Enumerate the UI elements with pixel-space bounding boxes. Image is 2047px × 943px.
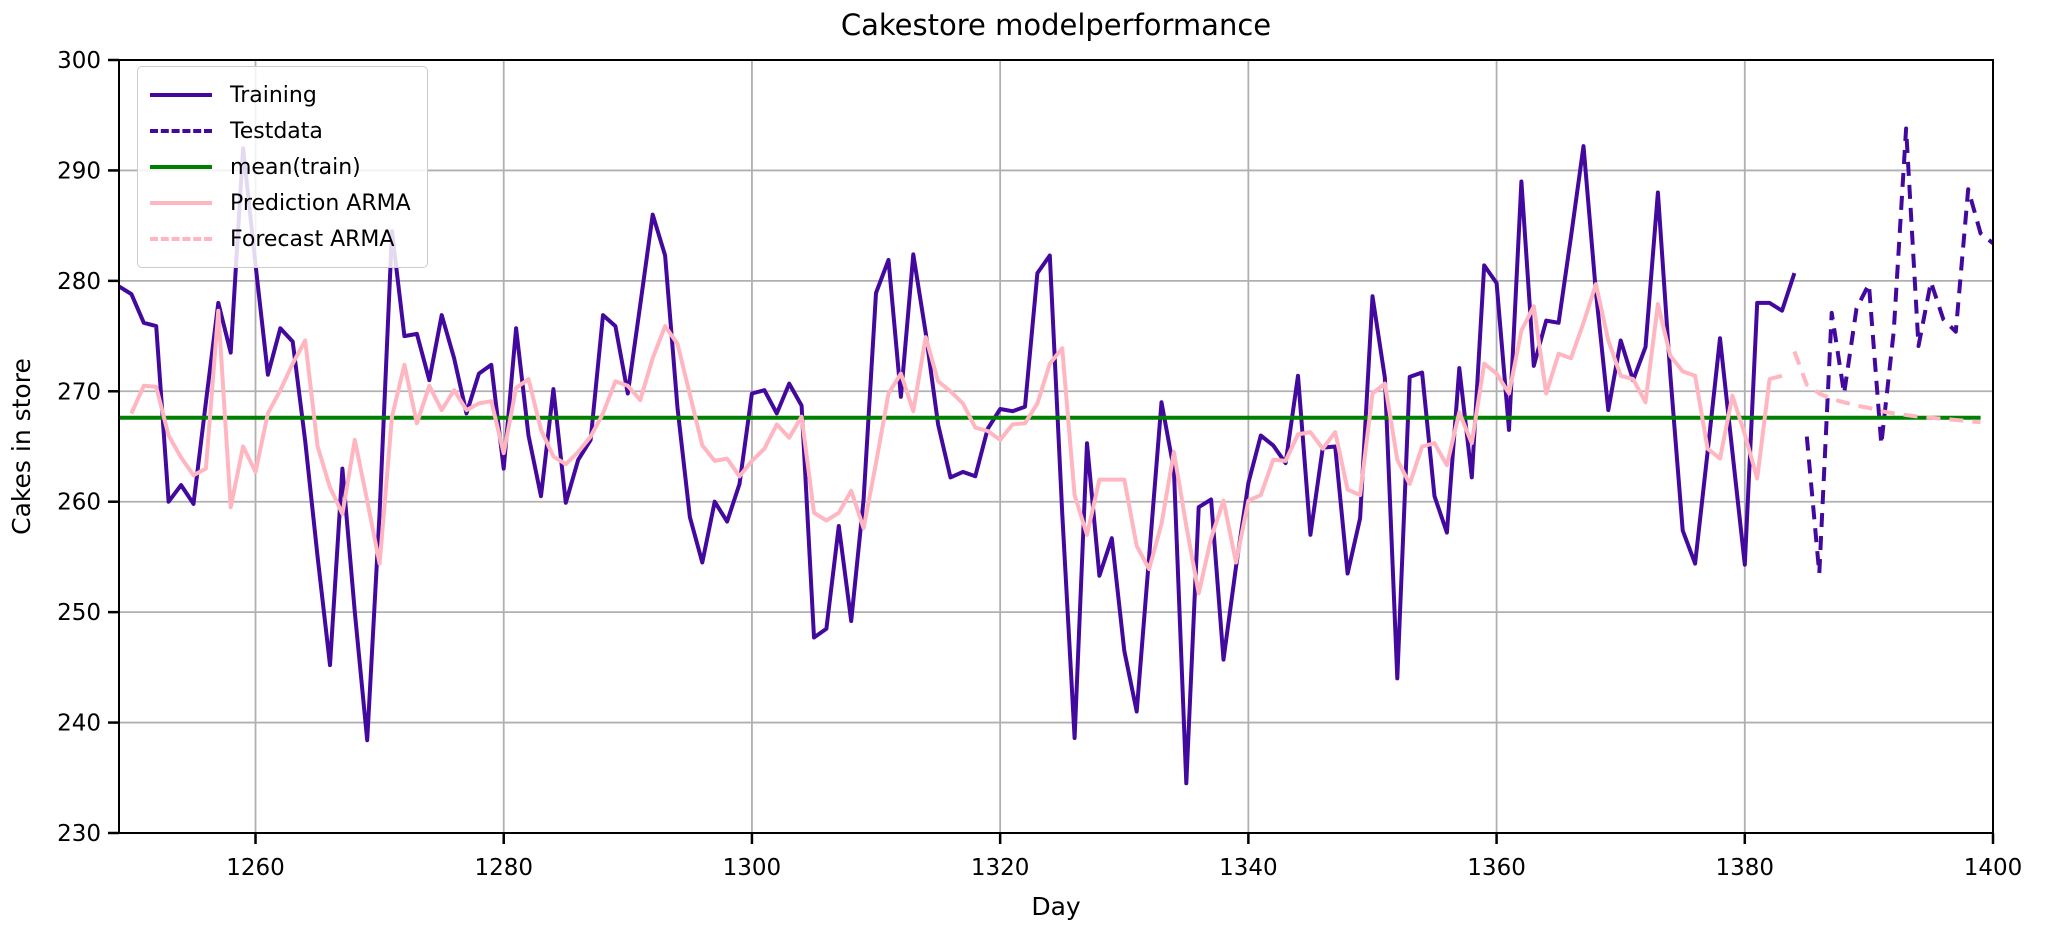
series-forecast-arma — [1792, 350, 1981, 425]
x-tick-label: 1280 — [474, 855, 533, 881]
series-training — [117, 144, 1797, 786]
x-tick-label: 1400 — [1964, 855, 2023, 881]
legend-item-prediction-arma: Prediction ARMA — [150, 185, 411, 221]
y-tick-label: 230 — [57, 821, 101, 847]
solid-line-swatch-icon — [150, 165, 212, 169]
axis-ticks — [108, 58, 1995, 844]
x-tick-label: 1320 — [971, 855, 1030, 881]
y-tick-label: 280 — [57, 269, 101, 295]
y-tick-label: 300 — [57, 48, 101, 74]
legend-label: Training — [230, 82, 317, 108]
solid-line-swatch-icon — [150, 93, 212, 97]
legend-label: Testdata — [230, 118, 323, 144]
legend: Training Testdata mean(train) Prediction AR… — [137, 66, 428, 268]
dashed-line-swatch-icon — [150, 129, 212, 133]
x-tick-label: 1380 — [1716, 855, 1775, 881]
legend-item-testdata: Testdata — [150, 113, 411, 149]
x-tick-label: 1360 — [1467, 855, 1526, 881]
legend-label: mean(train) — [230, 154, 361, 180]
tick-labels: 1260 1280 1300 1320 1340 1360 1380 1400 230 240 25… — [57, 48, 2022, 881]
x-axis-label: Day — [1031, 892, 1081, 921]
dashed-line-swatch-icon — [150, 237, 212, 241]
y-tick-label: 260 — [57, 490, 101, 516]
plot-border — [118, 59, 1994, 834]
series-testdata — [1804, 126, 1995, 576]
data-series — [117, 126, 1995, 786]
solid-line-swatch-icon — [150, 201, 212, 205]
x-tick-label: 1340 — [1219, 855, 1278, 881]
legend-label: Prediction ARMA — [230, 190, 411, 216]
legend-item-mean-train-: mean(train) — [150, 149, 411, 185]
y-tick-label: 290 — [57, 158, 101, 184]
y-tick-label: 270 — [57, 379, 101, 405]
series-prediction-arma — [129, 282, 1783, 596]
y-tick-label: 250 — [57, 600, 101, 626]
x-tick-label: 1260 — [226, 855, 285, 881]
legend-item-forecast-arma: Forecast ARMA — [150, 221, 411, 257]
x-tick-label: 1300 — [723, 855, 782, 881]
legend-item-training: Training — [150, 77, 411, 113]
chart-title: Cakestore modelperformance — [840, 8, 1272, 42]
y-tick-label: 240 — [57, 711, 101, 737]
y-axis-label: Cakes in store — [7, 358, 36, 535]
legend-label: Forecast ARMA — [230, 226, 395, 252]
